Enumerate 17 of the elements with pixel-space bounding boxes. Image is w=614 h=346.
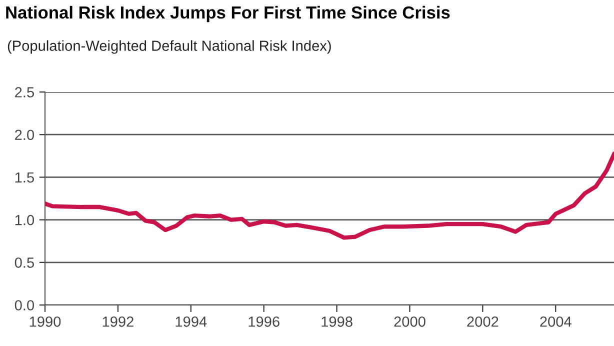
y-tick-label: 1.5 <box>15 172 34 183</box>
x-tick-label: 1992 <box>102 316 134 327</box>
x-tick-label: 2004 <box>540 316 572 327</box>
x-tick-label: 1994 <box>176 316 207 327</box>
x-tick-label: 1990 <box>30 316 61 327</box>
y-tick-label: 0.5 <box>14 258 34 268</box>
x-tick-label: 2000 <box>394 316 426 327</box>
y-tick-label: 0.0 <box>14 300 34 310</box>
chart-subtitle: (Population-Weighted Default National Risk Index) <box>8 40 331 54</box>
y-tick-label: 2.0 <box>15 130 34 140</box>
line-series <box>45 152 614 240</box>
chart-title: National Risk Index Jumps For First Time Since Crisis <box>6 6 450 22</box>
x-tick-label: 1996 <box>248 316 280 327</box>
x-tick-label: 1998 <box>322 316 352 327</box>
y-tick-label: 2.5 <box>15 87 34 98</box>
y-tick-label: 1.0 <box>15 214 34 226</box>
x-tick-label: 2002 <box>467 316 498 327</box>
